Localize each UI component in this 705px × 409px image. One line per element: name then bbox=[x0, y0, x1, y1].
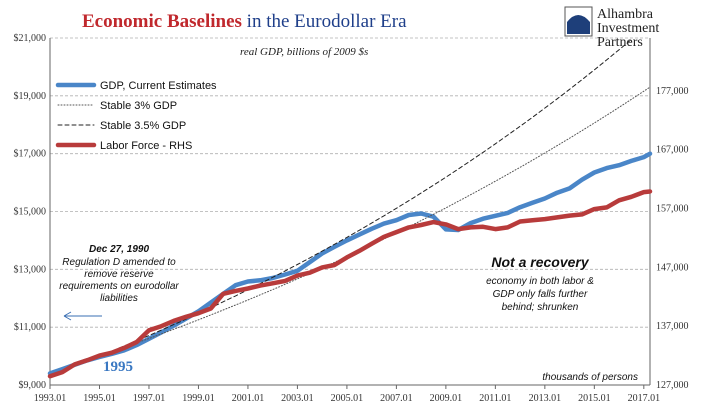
legend-label-gdp-current-estimates: GDP, Current Estimates bbox=[100, 80, 217, 92]
x-tick-label: 1999.01 bbox=[182, 393, 215, 404]
x-tick-label: 2001.01 bbox=[232, 393, 265, 404]
y-right-tick-label: 147,000 bbox=[656, 262, 689, 273]
y-left-tick-label: $21,000 bbox=[14, 33, 47, 44]
annotation-year-1995: 1995 bbox=[103, 359, 133, 375]
logo-arch bbox=[567, 15, 590, 34]
annotation-shrunken-line-1: economy in both labor & bbox=[486, 276, 594, 287]
y-left-tick-label: $19,000 bbox=[14, 91, 47, 102]
x-tick-label: 2005.01 bbox=[331, 393, 364, 404]
series-line-stable-3-5-gdp bbox=[99, 38, 632, 357]
annotation-dec-1990: Dec 27, 1990 Regulation D amended to rem… bbox=[59, 244, 179, 321]
chart-title: Economic Baselines in the Eurodollar Era bbox=[82, 11, 407, 32]
x-tick-label: 2015.01 bbox=[578, 393, 611, 404]
annotation-dec-line-2: remove reserve bbox=[84, 269, 154, 280]
x-tick-label: 1993.01 bbox=[34, 393, 67, 404]
annotation-shrunken-line-3: behind; shrunken bbox=[502, 302, 579, 313]
right-axis-label: thousands of persons bbox=[542, 372, 638, 383]
y-left-tick-label: $15,000 bbox=[14, 207, 47, 218]
y-left-tick-label: $13,000 bbox=[14, 264, 47, 275]
y-left-tick-label: $11,000 bbox=[14, 322, 46, 333]
series-line-labor-force-rhs bbox=[47, 189, 653, 379]
y-right-tick-label: 127,000 bbox=[656, 380, 689, 391]
chart-title-rest: in the Eurodollar Era bbox=[242, 11, 407, 32]
x-tick-label: 2009.01 bbox=[430, 393, 463, 404]
logo-line-1: Alhambra bbox=[597, 7, 654, 22]
annotation-dec-line-4: liabilities bbox=[100, 293, 138, 304]
y-right-tick-label: 177,000 bbox=[656, 86, 689, 97]
axes: $9,000 $11,000 $13,000 $15,000 $17,000 $19,00… bbox=[14, 33, 689, 404]
legend: GDP, Current Estimates Stable 3% GDP Stabl… bbox=[55, 80, 217, 152]
annotation-shrunken-line-2: GDP only falls further bbox=[493, 289, 588, 300]
annotation-dec-line-3: requirements on eurodollar bbox=[59, 281, 179, 292]
y-right-tick-label: 157,000 bbox=[656, 204, 689, 215]
logo-line-2: Investment bbox=[597, 21, 659, 36]
x-tick-label: 2017.01 bbox=[628, 393, 661, 404]
legend-label-labor-force-rhs: Labor Force - RHS bbox=[100, 140, 192, 152]
annotation-not-recovery: Not a recovery economy in both labor & G… bbox=[486, 254, 594, 313]
annotation-arrow-head bbox=[63, 311, 72, 321]
x-tick-label: 2013.01 bbox=[529, 393, 562, 404]
y-left-tick-label: $9,000 bbox=[19, 380, 47, 391]
chart-title-accent: Economic Baselines bbox=[82, 11, 242, 32]
annotation-not-recovery-title: Not a recovery bbox=[491, 254, 589, 270]
series-lines bbox=[47, 38, 653, 379]
logo-line-3: Partners bbox=[597, 35, 643, 50]
chart-subtitle: real GDP, billions of 2009 $s bbox=[240, 46, 368, 58]
x-tick-label: 2011.01 bbox=[479, 393, 511, 404]
x-tick-label: 2003.01 bbox=[281, 393, 314, 404]
gridlines bbox=[50, 37, 650, 328]
x-tick-label: 2007.01 bbox=[380, 393, 413, 404]
y-right-tick-label: 137,000 bbox=[656, 321, 689, 332]
logo: Alhambra Investment Partners bbox=[564, 6, 659, 50]
x-tick-label: 1997.01 bbox=[133, 393, 166, 404]
annotation-dec-line-1: Regulation D amended to bbox=[62, 257, 176, 268]
annotation-dec-title: Dec 27, 1990 bbox=[89, 244, 149, 255]
legend-label-stable-3-gdp: Stable 3% GDP bbox=[100, 100, 177, 112]
x-tick-label: 1995.01 bbox=[83, 393, 116, 404]
y-left-tick-label: $17,000 bbox=[14, 149, 47, 160]
y-right-tick-label: 167,000 bbox=[656, 145, 689, 156]
legend-label-stable-3-5-gdp: Stable 3.5% GDP bbox=[100, 120, 186, 132]
